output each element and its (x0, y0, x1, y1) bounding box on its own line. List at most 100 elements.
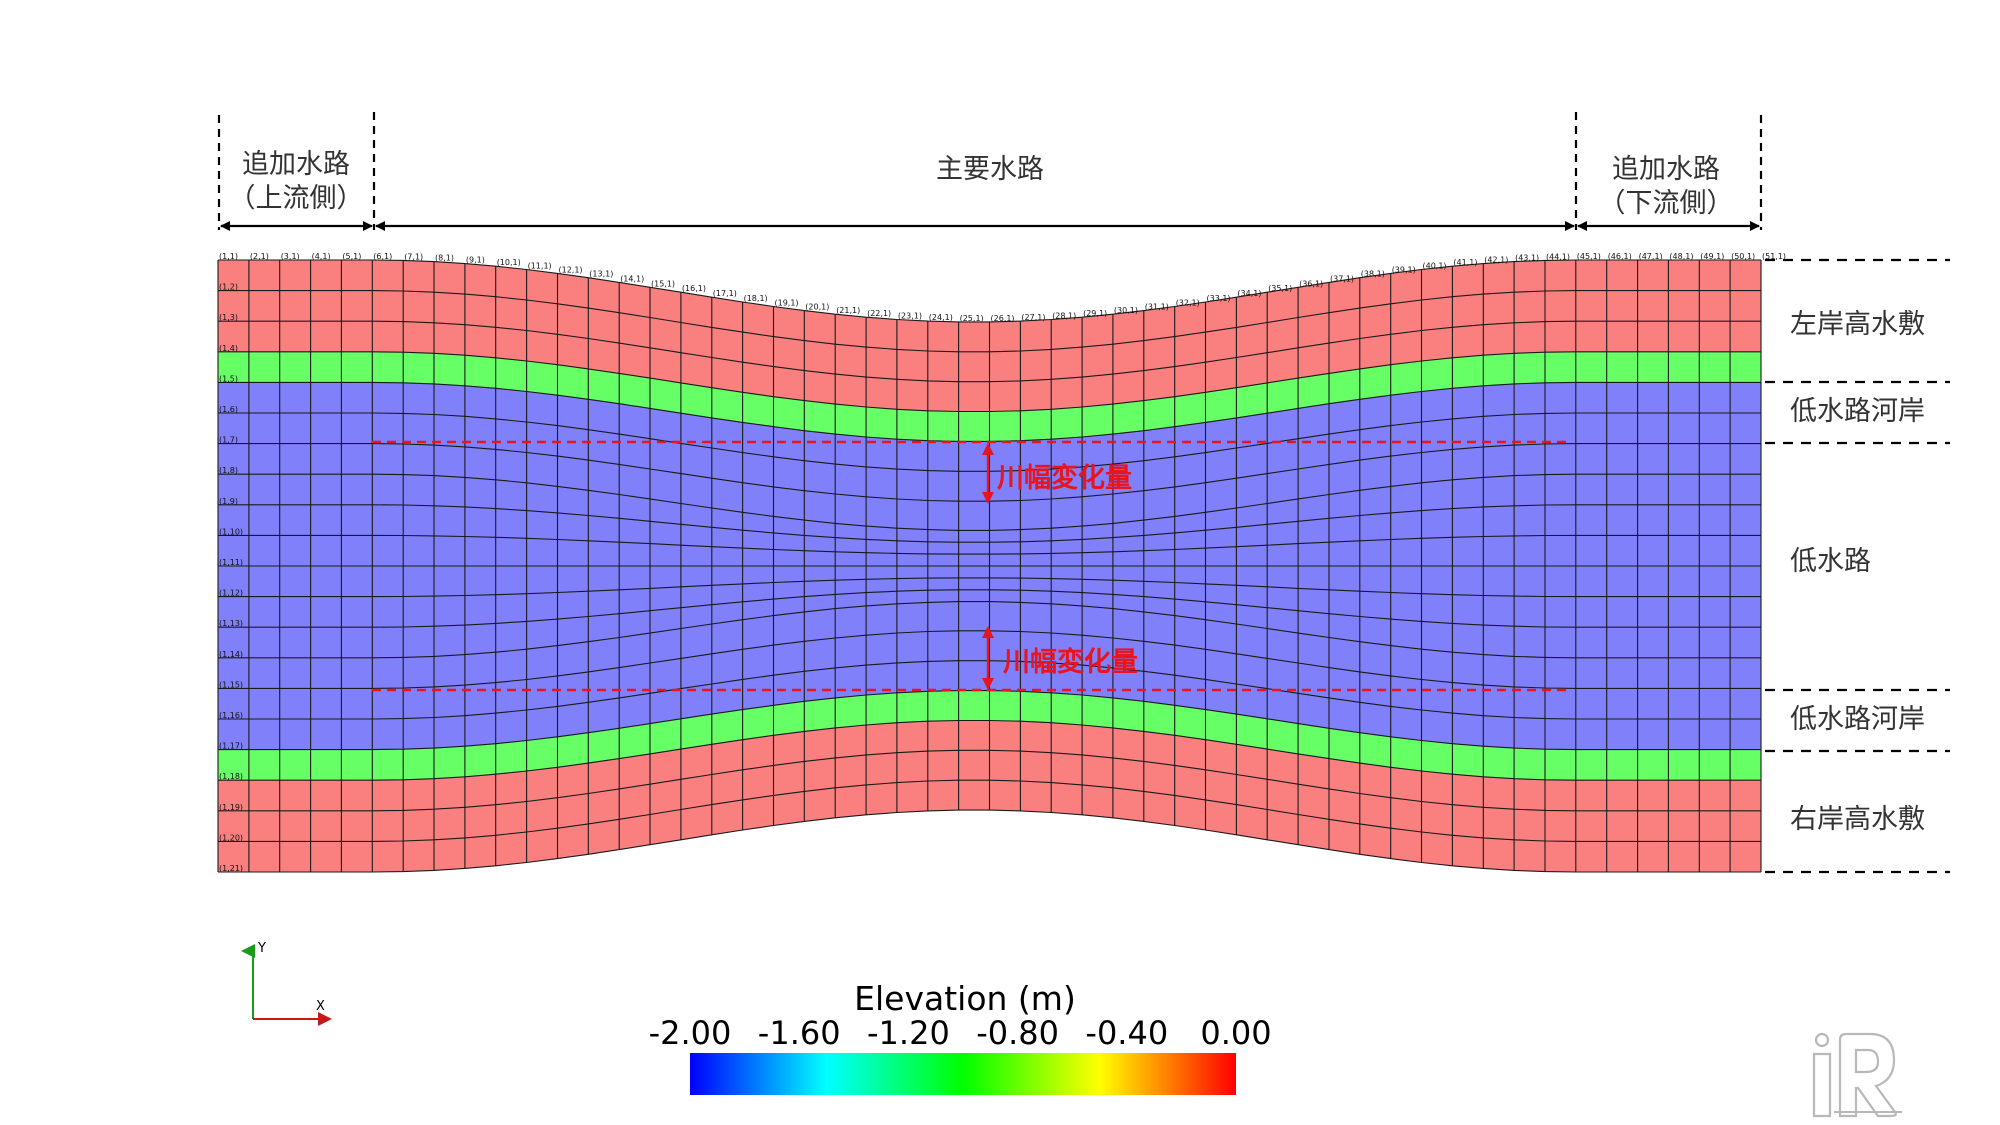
mesh-cell (1359, 702, 1391, 737)
mesh-cell (773, 486, 805, 521)
mesh-cell (1514, 290, 1545, 323)
mesh-index-label: (21,1) (836, 306, 860, 315)
mesh-cell (1483, 566, 1515, 597)
mesh-cell (1174, 530, 1206, 550)
mesh-cell (1699, 596, 1731, 628)
mesh-cell (680, 683, 712, 719)
mesh-cell (773, 611, 805, 646)
mesh-cell (711, 546, 743, 566)
mesh-cell (1143, 549, 1175, 566)
mesh-cell (1082, 464, 1113, 497)
mesh-cell (588, 819, 620, 855)
mesh-cell (279, 321, 311, 352)
mesh-cell (248, 321, 280, 352)
mesh-index-label: (1,10) (219, 527, 243, 536)
mesh-index-label: (29,1) (1083, 309, 1107, 318)
mesh-cell (1637, 382, 1669, 413)
mesh-cell (1359, 641, 1391, 676)
mesh-cell (1328, 368, 1360, 404)
mesh-cell (588, 429, 620, 465)
mesh-cell (835, 605, 867, 638)
mesh-cell (1205, 799, 1237, 835)
mesh-cell (866, 633, 897, 666)
mesh-cell (711, 739, 743, 775)
mesh-cell (650, 317, 681, 353)
mesh-cell (1390, 421, 1422, 457)
mesh-index-label: (39,1) (1392, 265, 1416, 274)
mesh-cell (279, 382, 311, 413)
mesh-index-label: (12,1) (559, 265, 583, 274)
mesh-cell (619, 588, 651, 614)
mesh-cell (1328, 788, 1360, 824)
mesh-cell (341, 382, 373, 413)
mesh-cell (1637, 627, 1669, 658)
mesh-cell (619, 312, 651, 348)
mesh-cell (1236, 503, 1268, 528)
mesh-cell (495, 593, 527, 624)
mesh-cell (1606, 443, 1638, 475)
mesh-cell (835, 566, 867, 581)
mesh-cell (1544, 535, 1576, 566)
mesh-cell (1483, 505, 1515, 537)
mesh-cell (372, 566, 404, 597)
mesh-cell (619, 633, 651, 668)
mesh-cell (1699, 657, 1731, 689)
mesh-cell (588, 460, 620, 495)
mesh-cell (619, 753, 651, 789)
mesh-cell (218, 535, 249, 566)
mesh-cell (1730, 688, 1761, 719)
mesh-cell (619, 723, 651, 759)
mesh-cell (1637, 474, 1669, 505)
mesh-cell (1205, 507, 1237, 531)
mesh-cell (403, 535, 435, 566)
mesh-cell (1514, 505, 1545, 536)
mesh-cell (1668, 321, 1700, 352)
mesh-cell (896, 469, 928, 501)
mesh-cell (742, 675, 774, 710)
mesh-cell (464, 623, 496, 655)
mesh-cell (1143, 611, 1175, 646)
zone-bank-upper-label: 低水路河岸 (1790, 396, 1925, 427)
mesh-cell (588, 728, 620, 764)
mesh-cell (1483, 746, 1515, 779)
mesh-cell (1082, 494, 1113, 527)
mesh-cell (1236, 443, 1268, 479)
mesh-cell (588, 368, 620, 404)
mesh-cell (588, 637, 620, 672)
mesh-cell (557, 456, 589, 491)
mesh-cell (1236, 604, 1268, 629)
mesh-index-label: (23,1) (898, 312, 922, 321)
mesh-cell (1452, 774, 1484, 808)
mesh-cell (1544, 443, 1576, 475)
mesh-cell (1390, 797, 1422, 832)
mesh-cell (1328, 460, 1360, 495)
mesh-cell (1174, 482, 1206, 517)
mesh-cell (1112, 566, 1144, 582)
mesh-cell (835, 314, 867, 348)
mesh-cell (835, 551, 867, 566)
mesh-cell (1236, 566, 1268, 587)
mesh-cell (248, 719, 280, 750)
mesh-cell (1606, 688, 1638, 719)
mesh-cell (218, 474, 249, 505)
mesh-cell (341, 351, 373, 383)
mesh-cell (742, 615, 774, 650)
mesh-cell (1020, 553, 1052, 566)
mesh-cell (1328, 758, 1360, 794)
mesh-cell (1298, 610, 1329, 638)
mesh-cell (711, 649, 743, 684)
mesh-cell (711, 448, 743, 483)
mesh-cell (958, 566, 990, 578)
mesh-cell (773, 426, 805, 461)
mesh-cell (1390, 538, 1422, 566)
mesh-cell (1236, 653, 1268, 689)
mesh-cell (1390, 300, 1422, 335)
mesh-cell (464, 385, 496, 419)
mesh-index-label: (10,1) (497, 258, 521, 267)
mesh-cell (680, 566, 712, 587)
mesh-cell (1514, 748, 1545, 780)
mesh-cell (1359, 616, 1391, 646)
mesh-cell (1544, 688, 1576, 719)
mesh-cell (434, 654, 465, 687)
mesh-cell (989, 440, 1021, 472)
